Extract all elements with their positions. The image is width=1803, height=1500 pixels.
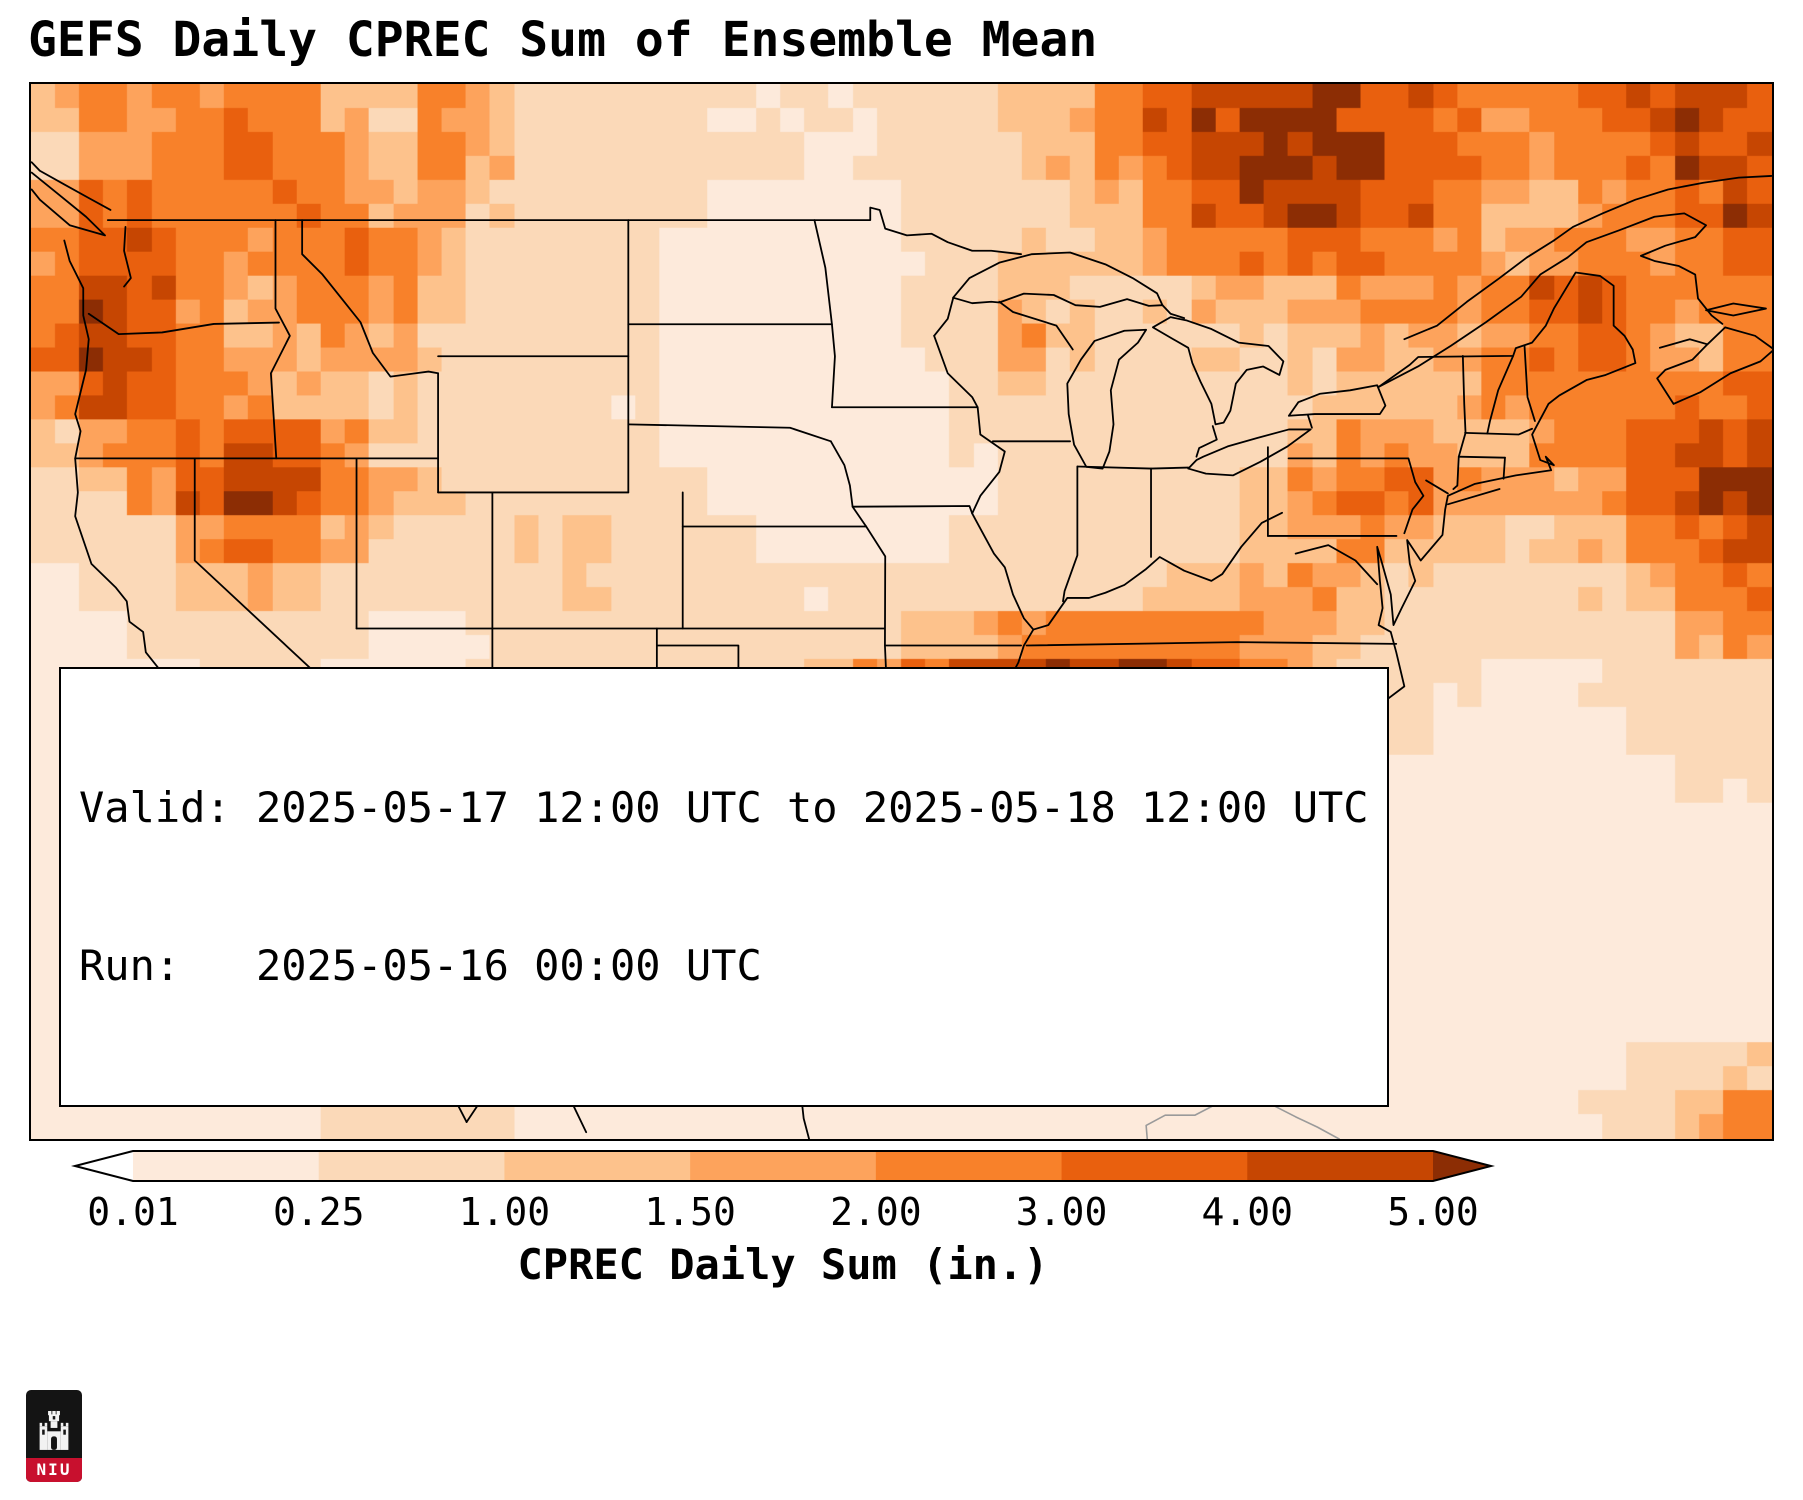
niu-logo-text: NIU	[26, 1458, 82, 1482]
colorbar-tick: 0.01	[87, 1190, 179, 1234]
valid-time-text: Valid: 2025-05-17 12:00 UTC to 2025-05-1…	[79, 783, 1369, 832]
page-title: GEFS Daily CPREC Sum of Ensemble Mean	[28, 12, 1098, 68]
colorbar-tick: 1.00	[458, 1190, 551, 1234]
colorbar-label: CPREC Daily Sum (in.)	[517, 1240, 1049, 1289]
colorbar-tick: 0.25	[272, 1190, 365, 1234]
run-time-text: Run: 2025-05-16 00:00 UTC	[79, 940, 762, 990]
niu-logo: NIU	[26, 1390, 82, 1482]
colorbar-tick: 1.50	[644, 1190, 736, 1234]
castle-icon	[39, 1411, 69, 1450]
colorbar-tick: 4.00	[1201, 1190, 1294, 1234]
colorbar-tick-labels: 0.01 0.25 1.00 1.50 2.00 3.00 4.00 5.00	[0, 1190, 1803, 1238]
colorbar-tick: 2.00	[830, 1190, 922, 1234]
precip-map: Valid: 2025-05-17 12:00 UTC to 2025-05-1…	[29, 82, 1774, 1141]
colorbar-tick: 3.00	[1015, 1190, 1108, 1234]
colorbar-tick: 5.00	[1387, 1190, 1479, 1234]
colorbar	[71, 1150, 1495, 1182]
valid-run-box: Valid: 2025-05-17 12:00 UTC to 2025-05-1…	[59, 667, 1389, 1107]
